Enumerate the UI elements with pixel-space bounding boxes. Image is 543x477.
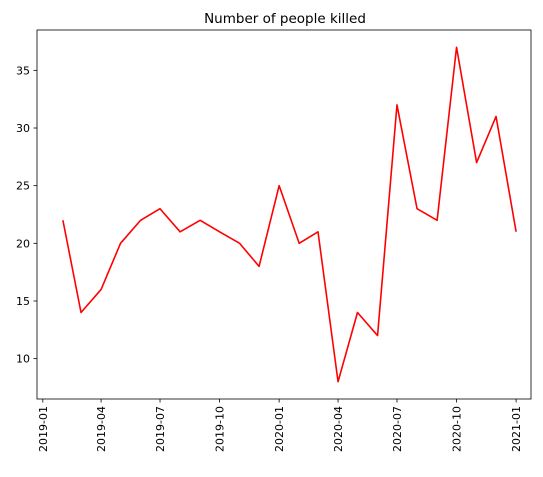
x-tick-label: 2020-01: [273, 406, 286, 452]
y-tick-label: 20: [16, 237, 30, 250]
x-tick-label: 2019-04: [95, 406, 108, 452]
x-tick-label: 2019-07: [154, 406, 167, 452]
x-tick-label: 2021-01: [510, 406, 523, 452]
y-tick-label: 15: [16, 295, 30, 308]
chart-title: Number of people killed: [204, 11, 366, 27]
y-tick-label: 25: [16, 180, 30, 193]
y-axis: 10 15 20 25 30 35: [16, 64, 37, 366]
x-tick-label: 2020-04: [332, 406, 345, 452]
x-tick-label: 2019-10: [214, 406, 227, 452]
plot-area: [36, 29, 532, 400]
series-line: [62, 46, 517, 383]
y-tick-label: 10: [16, 353, 30, 366]
y-tick-label: 30: [16, 122, 30, 135]
x-axis: 2019-01 2019-04 2019-07 2019-10 2020-01 2020-…: [37, 399, 523, 452]
x-tick-label: 2019-01: [37, 406, 50, 452]
x-tick-label: 2020-10: [451, 406, 464, 452]
x-tick-label: 2020-07: [391, 406, 404, 452]
y-tick-label: 35: [16, 64, 30, 77]
axes-frame: [36, 29, 532, 400]
